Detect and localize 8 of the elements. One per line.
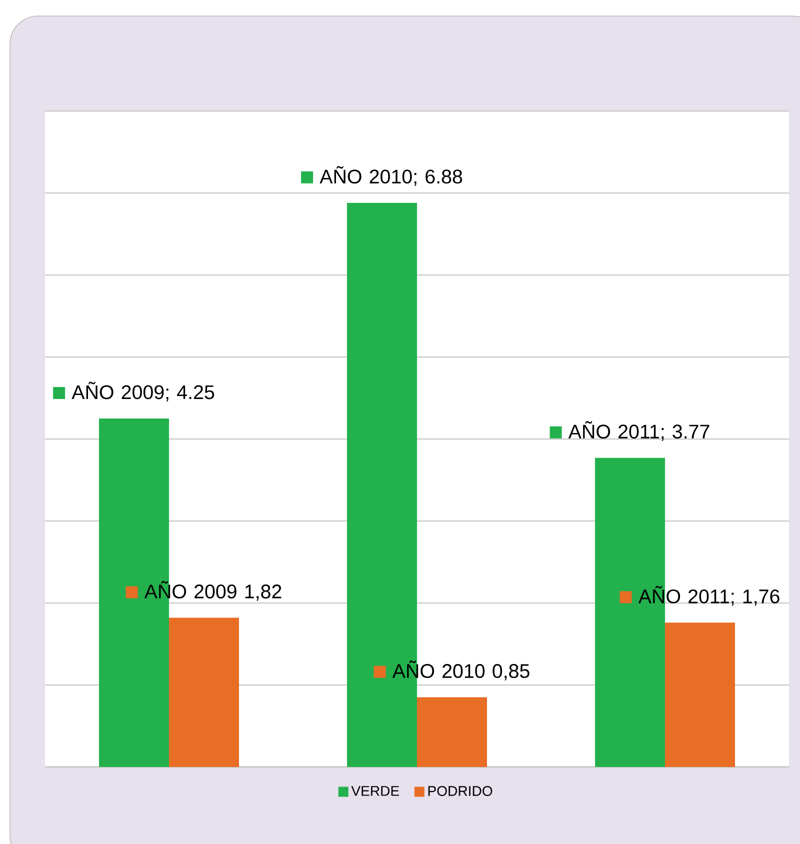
- bar: [417, 697, 488, 767]
- data-label: AÑO 2009; 4.25: [72, 382, 214, 402]
- data-label: AÑO 2010; 6.88: [320, 166, 462, 186]
- legend-label: PODRIDO: [428, 786, 492, 796]
- bar: [665, 622, 736, 767]
- bar: [169, 618, 239, 767]
- data-label: AÑO 2011; 3.77: [568, 421, 710, 441]
- legend-label: VERDE: [351, 786, 399, 796]
